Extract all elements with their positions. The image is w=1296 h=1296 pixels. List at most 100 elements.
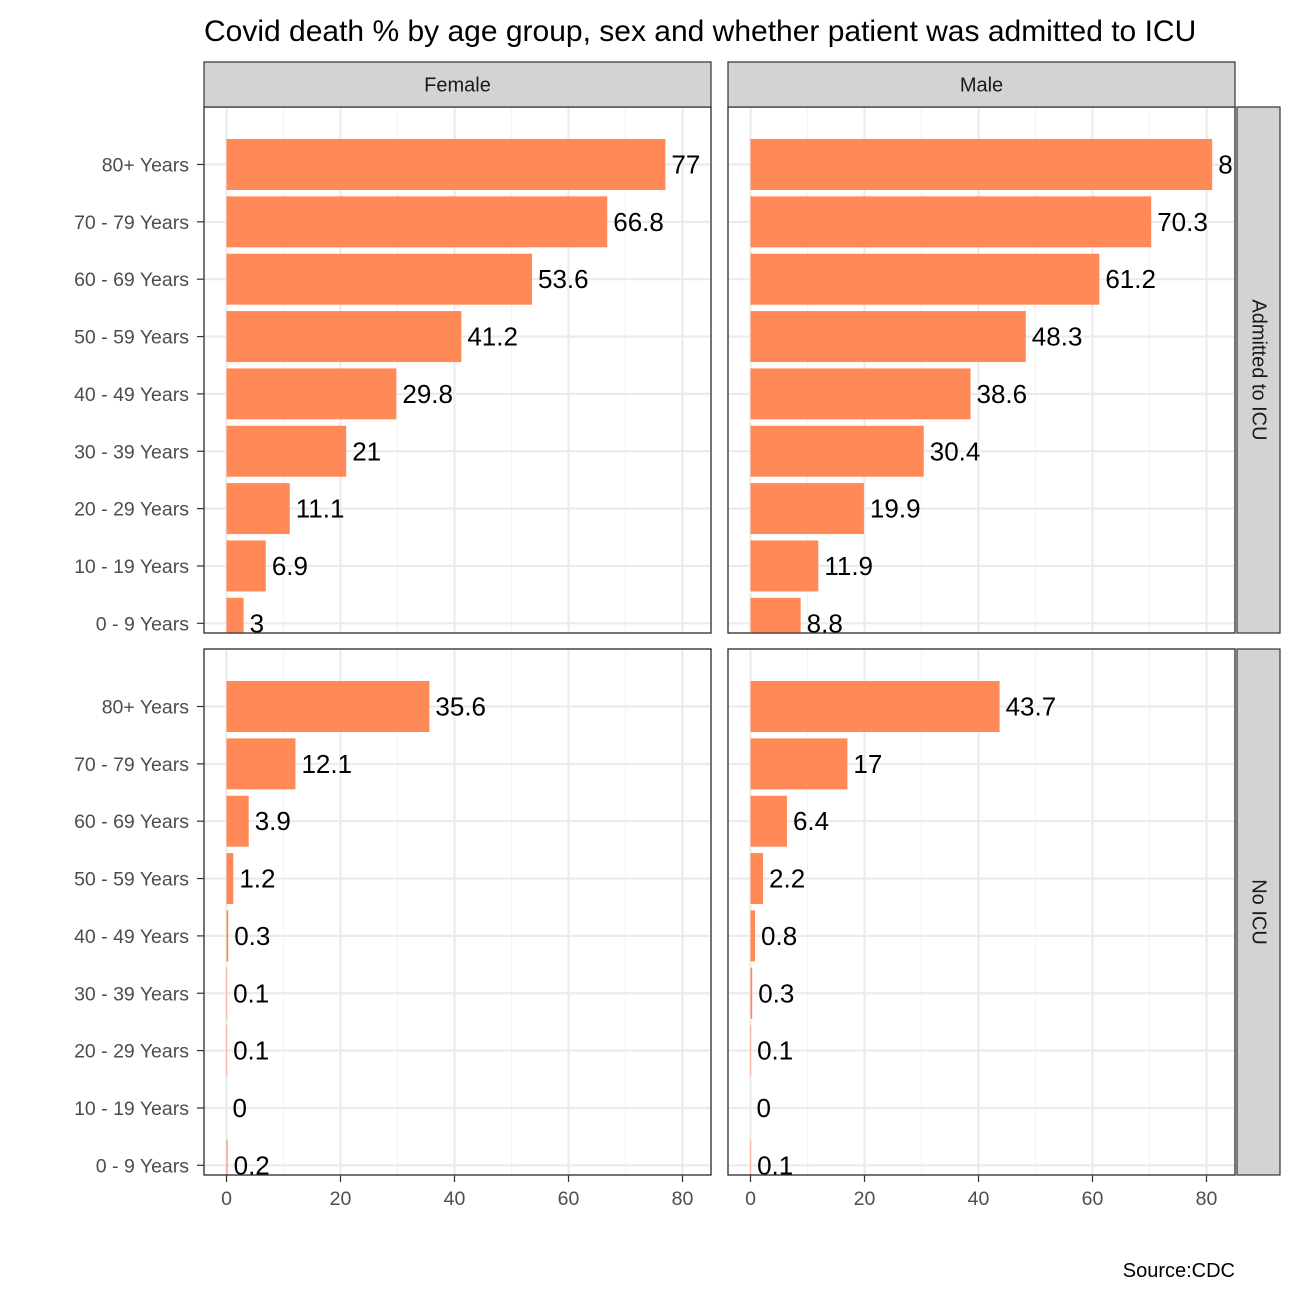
data-label-50-59-years: 48.3 [1032, 322, 1083, 352]
chart-title: Covid death % by age group, sex and whet… [204, 15, 1196, 48]
strip-label-no-icu: No ICU [1248, 879, 1270, 945]
data-label-0-9-years: 0.1 [757, 1150, 793, 1180]
strip-label-admitted-to-icu: Admitted to ICU [1248, 299, 1270, 440]
data-label-30-39-years: 21 [352, 436, 381, 466]
bar-60-69-years [226, 795, 249, 847]
y-tick-label: 70 - 79 Years [74, 754, 189, 776]
data-label-60-69-years: 61.2 [1105, 264, 1156, 294]
y-tick-label: 30 - 39 Years [74, 983, 189, 1005]
y-tick-label: 50 - 59 Years [74, 327, 189, 349]
y-tick-label: 10 - 19 Years [74, 1098, 189, 1120]
x-tick-label: 40 [968, 1188, 990, 1210]
data-label-50-59-years: 41.2 [467, 322, 518, 352]
y-tick-label: 70 - 79 Years [74, 212, 189, 234]
strip-male [727, 61, 1236, 108]
y-tick-label: 10 - 19 Years [74, 556, 189, 578]
strip-admitted-to-icu [1236, 106, 1281, 634]
data-label-40-49-years: 0.3 [234, 921, 270, 951]
bar-30-39-years [750, 967, 753, 1019]
data-label-20-29-years: 11.1 [296, 494, 345, 524]
bar-40-49-years [226, 910, 229, 962]
x-tick-label: 20 [854, 1188, 876, 1210]
bar-10-19-years [750, 540, 819, 592]
data-label-40-49-years: 29.8 [402, 379, 453, 409]
bar-30-39-years [226, 425, 347, 477]
bar-70-79-years [226, 738, 296, 790]
x-tick-label: 0 [745, 1188, 756, 1210]
bar-20-29-years [750, 1025, 752, 1077]
bar-70-79-years [750, 738, 848, 790]
y-tick-label: 40 - 49 Years [74, 384, 189, 406]
strip-no-icu [1236, 648, 1281, 1176]
bar-30-39-years [226, 967, 228, 1019]
strip-female [203, 61, 712, 108]
bar-40-49-years [226, 368, 397, 420]
panel-marks: 0.2 0 0.1 0.1 0.3 1.2 3.9 12.1 35.6 [226, 681, 486, 1180]
data-label-60-69-years: 53.6 [538, 264, 589, 294]
data-label-20-29-years: 0.1 [233, 1036, 269, 1066]
strip-label-male: Male [960, 75, 1003, 97]
panel-marks: 3 6.9 11.121 29.8 41.2 53.6 66.877 [226, 139, 700, 638]
y-tick-label: 0 - 9 Years [96, 1155, 189, 1177]
bar-50-59-years [226, 853, 234, 905]
x-tick-label: 60 [558, 1188, 580, 1210]
y-tick-label: 60 - 69 Years [74, 269, 189, 291]
y-tick-label: 50 - 59 Years [74, 869, 189, 891]
x-tick-label: 60 [1082, 1188, 1104, 1210]
y-tick-label: 0 - 9 Years [96, 613, 189, 635]
data-label-60-69-years: 3.9 [255, 806, 291, 836]
data-label-50-59-years: 2.2 [769, 864, 805, 894]
bar-0-9-years [750, 597, 801, 633]
data-label-20-29-years: 19.9 [870, 494, 921, 524]
panel-background [203, 648, 712, 1176]
data-label-0-9-years: 0.2 [234, 1150, 270, 1180]
source-caption: Source:CDC [1123, 1260, 1235, 1282]
panel-border [727, 648, 1236, 1176]
y-tick-label: 60 - 69 Years [74, 811, 189, 833]
x-tick-label: 80 [1196, 1188, 1218, 1210]
bar-80-years [750, 139, 1213, 190]
bar-20-29-years [226, 483, 290, 535]
y-tick-label: 80+ Years [102, 697, 190, 719]
data-label-40-49-years: 0.8 [761, 921, 797, 951]
bar-40-49-years [750, 368, 971, 420]
data-label-50-59-years: 1.2 [239, 864, 275, 894]
data-label-70-79-years: 70.3 [1157, 207, 1208, 237]
bar-60-69-years [750, 253, 1100, 305]
bar-50-59-years [750, 853, 764, 905]
x-tick-label: 20 [330, 1188, 352, 1210]
bar-0-9-years [226, 1139, 228, 1175]
data-label-0-9-years: 8.8 [807, 608, 843, 638]
bar-60-69-years [750, 795, 787, 847]
data-label-10-19-years: 0 [233, 1093, 247, 1123]
data-label-70-79-years: 66.8 [613, 207, 664, 237]
bar-20-29-years [226, 1025, 228, 1077]
bar-70-79-years [226, 196, 608, 248]
data-label-80-years: 8 [1218, 150, 1232, 180]
y-tick-label: 30 - 39 Years [74, 441, 189, 463]
bar-0-9-years [226, 597, 244, 633]
data-label-80-years: 77 [671, 150, 700, 180]
bar-50-59-years [226, 311, 462, 363]
bar-70-79-years [750, 196, 1152, 248]
bar-30-39-years [750, 425, 924, 477]
x-tick-label: 40 [444, 1188, 466, 1210]
panel-female-no-icu: 0.2 0 0.1 0.1 0.3 1.2 3.9 12.1 35.6 [203, 648, 712, 1180]
panel-marks: 0.1 0 0.1 0.3 0.8 2.2 6.4 17 43.7 [750, 681, 1056, 1180]
panel-male-admitted-to-icu: 8.8 11.9 19.9 30.4 38.648.3 61.270.3 8 [727, 106, 1236, 638]
panel-male-no-icu: 0.1 0 0.1 0.3 0.8 2.2 6.4 17 43.7 [727, 648, 1236, 1180]
bar-80-years [750, 681, 1000, 732]
panel-female-admitted-to-icu: 3 6.9 11.121 29.8 41.2 53.6 66.877 [203, 106, 712, 638]
bar-40-49-years [750, 910, 756, 962]
data-label-80-years: 35.6 [435, 692, 486, 722]
bar-20-29-years [750, 483, 864, 535]
y-tick-label: 20 - 29 Years [74, 499, 189, 521]
data-label-0-9-years: 3 [250, 608, 264, 638]
data-label-10-19-years: 0 [757, 1093, 771, 1123]
x-tick-label: 80 [672, 1188, 694, 1210]
bar-10-19-years [226, 540, 266, 592]
data-label-30-39-years: 0.1 [233, 978, 269, 1008]
y-tick-label: 80+ Years [102, 155, 190, 177]
data-label-70-79-years: 17 [853, 749, 882, 779]
